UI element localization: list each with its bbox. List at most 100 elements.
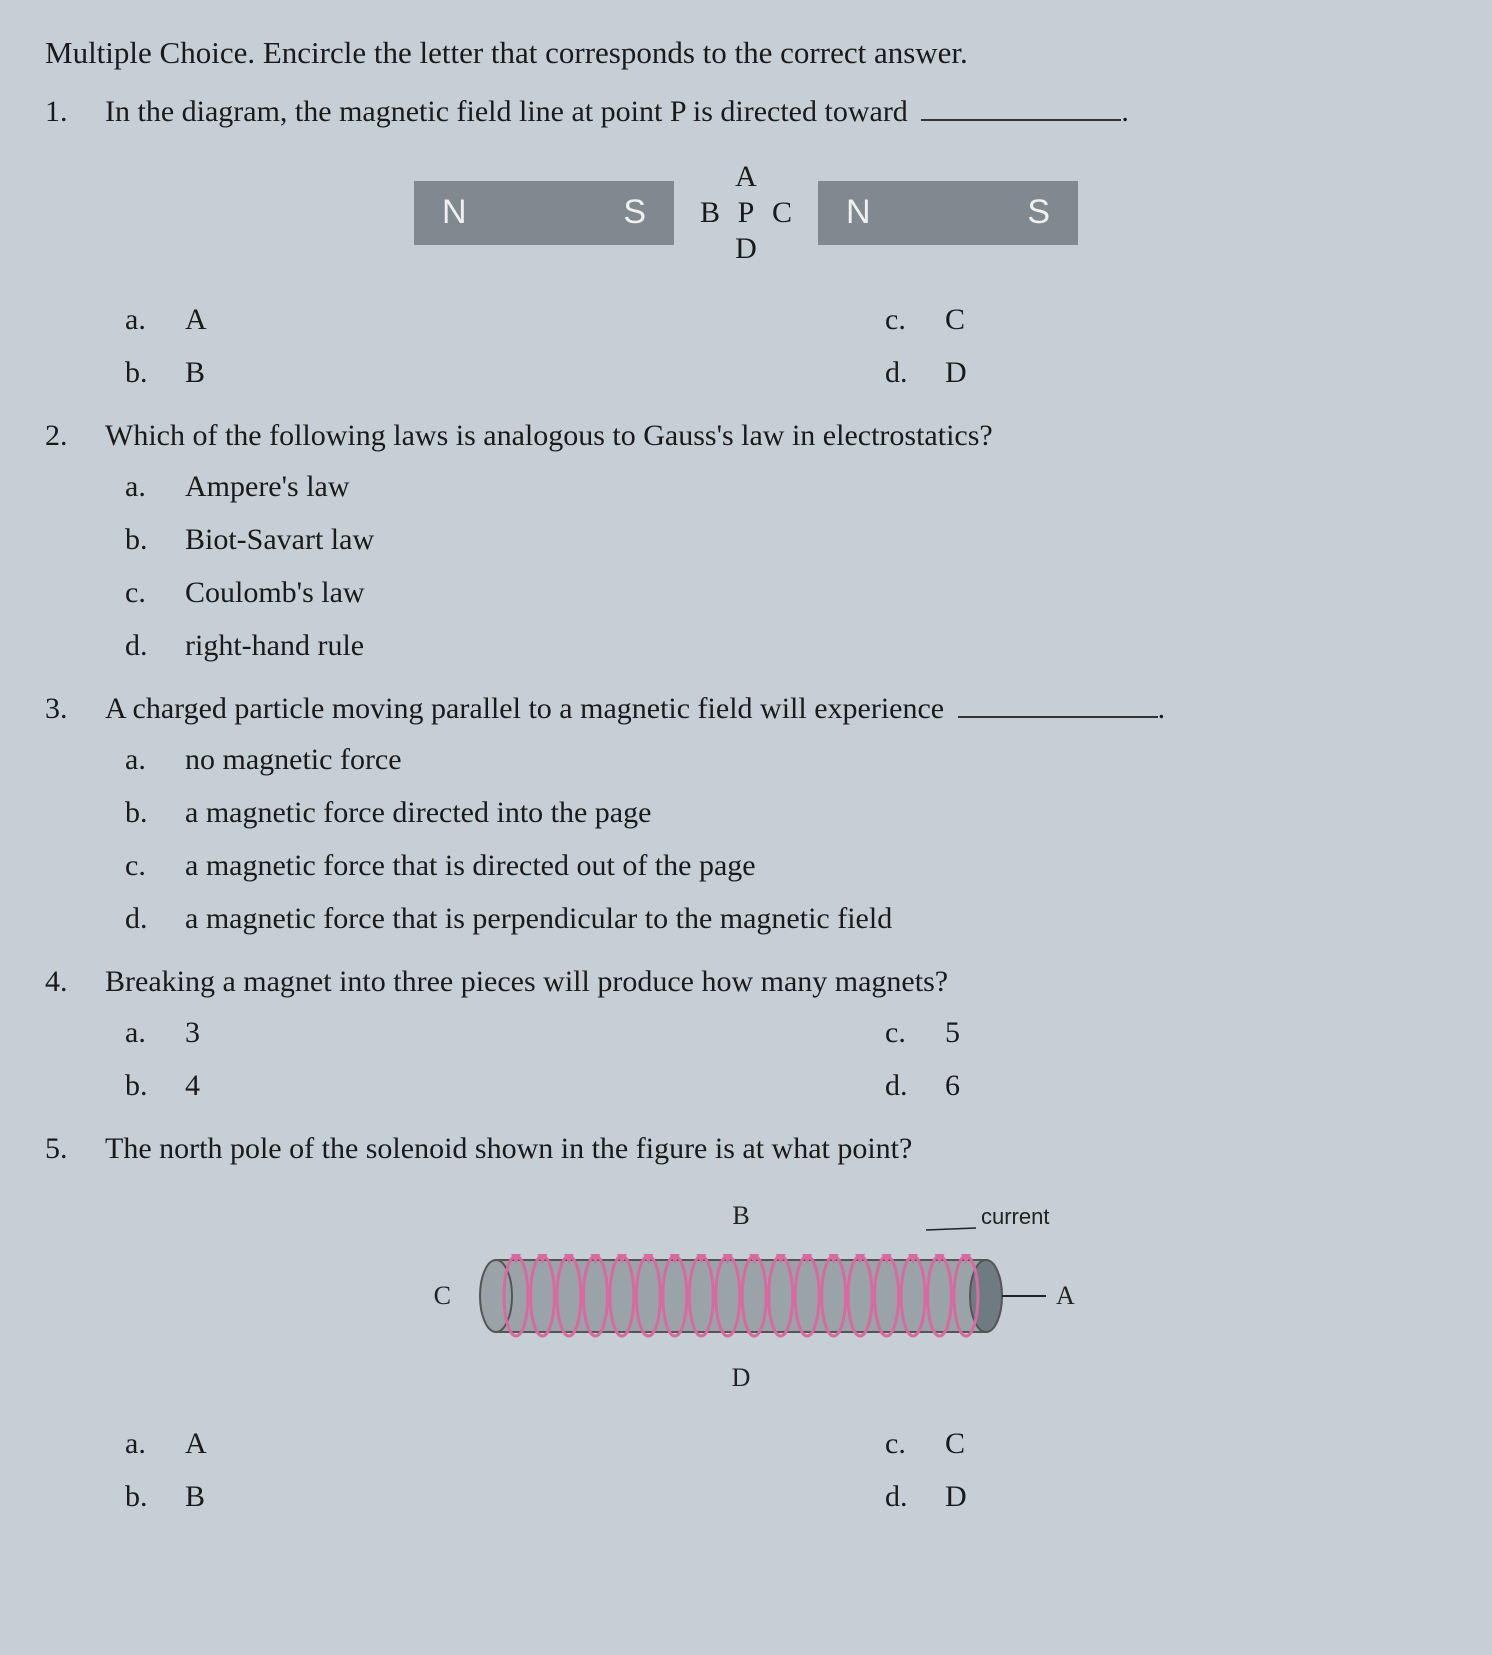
label-D: D <box>735 226 757 271</box>
question-number: 1. <box>45 89 105 134</box>
option-b[interactable]: b.Biot-Savart law <box>125 517 1447 562</box>
option-letter: b. <box>125 517 185 562</box>
option-c[interactable]: c.Coulomb's law <box>125 570 1447 615</box>
option-letter: c. <box>125 843 185 888</box>
options: a.no magnetic force b.a magnetic force d… <box>125 737 1447 941</box>
option-a[interactable]: a. A <box>125 297 885 342</box>
question-stem: In the diagram, the magnetic field line … <box>105 95 908 128</box>
option-b[interactable]: b.B <box>125 1474 885 1519</box>
option-b[interactable]: b. B <box>125 350 885 395</box>
option-text: B <box>185 1474 205 1519</box>
magnet-right: N S <box>818 181 1078 245</box>
question-text: Breaking a magnet into three pieces will… <box>105 959 1447 1004</box>
option-letter: c. <box>885 1421 945 1466</box>
pole-label: S <box>623 187 646 238</box>
option-b[interactable]: b.a magnetic force directed into the pag… <box>125 790 1447 835</box>
option-letter: d. <box>885 1063 945 1108</box>
option-letter: b. <box>125 790 185 835</box>
question-number: 5. <box>45 1126 105 1171</box>
option-letter: b. <box>125 350 185 395</box>
solenoid-svg: current B D C A <box>386 1186 1106 1396</box>
option-a[interactable]: a.no magnetic force <box>125 737 1447 782</box>
options: a. A b. B c. C d. D <box>125 297 1447 395</box>
option-letter: c. <box>885 1010 945 1055</box>
option-d[interactable]: d.D <box>885 1474 967 1519</box>
option-text: a magnetic force that is perpendicular t… <box>185 896 892 941</box>
option-a[interactable]: a.Ampere's law <box>125 464 1447 509</box>
option-letter: a. <box>125 1421 185 1466</box>
option-letter: c. <box>885 297 945 342</box>
option-c[interactable]: c.a magnetic force that is directed out … <box>125 843 1447 888</box>
compass-labels: A B P C D <box>692 159 800 267</box>
option-text: Biot-Savart law <box>185 517 374 562</box>
question-number: 2. <box>45 413 105 458</box>
option-d[interactable]: d.6 <box>885 1063 960 1108</box>
option-text: a magnetic force that is directed out of… <box>185 843 756 888</box>
option-a[interactable]: a.3 <box>125 1010 885 1055</box>
option-text: D <box>945 1474 967 1519</box>
magnet-diagram: N S A B P C D N S <box>45 159 1447 267</box>
question-number: 4. <box>45 959 105 1004</box>
option-text: B <box>185 350 205 395</box>
question-1: 1. In the diagram, the magnetic field li… <box>45 89 1447 395</box>
option-c[interactable]: c.5 <box>885 1010 960 1055</box>
option-d[interactable]: d. D <box>885 350 967 395</box>
instructions: Multiple Choice. Encircle the letter tha… <box>45 30 1447 77</box>
pole-label: N <box>846 187 871 238</box>
option-text: C <box>945 297 965 342</box>
option-letter: a. <box>125 1010 185 1055</box>
option-text: right-hand rule <box>185 623 364 668</box>
option-letter: b. <box>125 1474 185 1519</box>
question-text: The north pole of the solenoid shown in … <box>105 1126 1447 1171</box>
option-text: 5 <box>945 1010 960 1055</box>
options: a.Ampere's law b.Biot-Savart law c.Coulo… <box>125 464 1447 668</box>
option-letter: d. <box>885 350 945 395</box>
svg-text:D: D <box>732 1363 751 1392</box>
solenoid-diagram: current B D C A <box>45 1186 1447 1396</box>
option-text: 6 <box>945 1063 960 1108</box>
svg-text:current: current <box>981 1204 1049 1229</box>
option-text: Coulomb's law <box>185 570 365 615</box>
option-d[interactable]: d.a magnetic force that is perpendicular… <box>125 896 1447 941</box>
option-c[interactable]: c. C <box>885 297 967 342</box>
question-number: 3. <box>45 686 105 731</box>
option-a[interactable]: a.A <box>125 1421 885 1466</box>
svg-text:A: A <box>1056 1281 1075 1310</box>
option-text: A <box>185 297 207 342</box>
option-text: no magnetic force <box>185 737 402 782</box>
option-letter: d. <box>125 896 185 941</box>
label-B: B <box>700 190 720 235</box>
option-letter: d. <box>125 623 185 668</box>
answer-blank <box>958 688 1158 718</box>
option-text: A <box>185 1421 207 1466</box>
label-C: C <box>772 190 792 235</box>
option-text: 4 <box>185 1063 200 1108</box>
options: a.3 b.4 c.5 d.6 <box>125 1010 1447 1108</box>
svg-text:B: B <box>732 1201 749 1230</box>
option-letter: a. <box>125 737 185 782</box>
question-text: In the diagram, the magnetic field line … <box>105 89 1447 134</box>
options: a.A b.B c.C d.D <box>125 1421 1447 1519</box>
option-text: a magnetic force directed into the page <box>185 790 651 835</box>
question-3: 3. A charged particle moving parallel to… <box>45 686 1447 941</box>
option-text: Ampere's law <box>185 464 350 509</box>
option-letter: c. <box>125 570 185 615</box>
option-c[interactable]: c.C <box>885 1421 967 1466</box>
svg-text:C: C <box>434 1281 451 1310</box>
option-letter: d. <box>885 1474 945 1519</box>
question-4: 4. Breaking a magnet into three pieces w… <box>45 959 1447 1108</box>
question-text: A charged particle moving parallel to a … <box>105 686 1447 731</box>
pole-label: N <box>442 187 467 238</box>
option-text: 3 <box>185 1010 200 1055</box>
question-text: Which of the following laws is analogous… <box>105 413 1447 458</box>
option-letter: a. <box>125 297 185 342</box>
question-5: 5. The north pole of the solenoid shown … <box>45 1126 1447 1519</box>
question-stem: A charged particle moving parallel to a … <box>105 692 944 725</box>
option-text: D <box>945 350 967 395</box>
magnet-left: N S <box>414 181 674 245</box>
option-letter: b. <box>125 1063 185 1108</box>
answer-blank <box>921 91 1121 121</box>
option-b[interactable]: b.4 <box>125 1063 885 1108</box>
pole-label: S <box>1027 187 1050 238</box>
option-d[interactable]: d.right-hand rule <box>125 623 1447 668</box>
